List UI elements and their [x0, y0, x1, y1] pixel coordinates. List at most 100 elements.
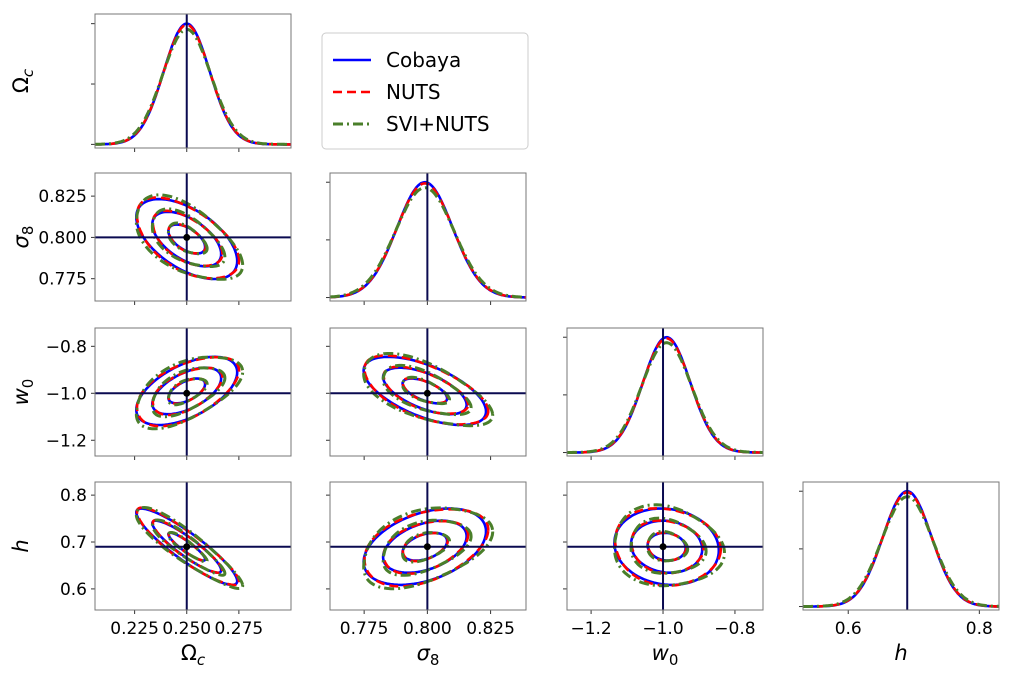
legend-label-nuts: NUTS	[386, 80, 441, 104]
panel-frame	[566, 327, 764, 457]
contour-svi+nuts-level-3	[134, 193, 245, 281]
contour-svi+nuts-level-3	[134, 355, 245, 431]
legend-frame	[321, 32, 529, 150]
x-tick-label: 0.6	[835, 619, 862, 639]
panel-1-0: 0.775 0.800 0.825 σ8	[9, 172, 292, 305]
truth-point	[423, 389, 431, 397]
axis-label-symbol: h	[9, 539, 33, 552]
axis-label-symbol: w	[9, 387, 33, 405]
x-tick-label: −1.2	[570, 619, 611, 639]
panel-plot-area	[330, 328, 526, 456]
panel-plot-area	[95, 173, 291, 301]
y-tick-label: 0.800	[38, 228, 87, 248]
panel-frame	[94, 172, 292, 302]
contour-svi+nuts-level-2	[381, 518, 473, 577]
contour-svi+nuts-level-2	[381, 363, 473, 417]
x-tick-label: 0.775	[340, 619, 389, 639]
marginal-curve-cobaya	[567, 335, 763, 454]
axis-label-symbol: w	[652, 641, 670, 665]
contour-nuts-level-2	[382, 519, 470, 576]
y-tick-label: 0.8	[60, 486, 87, 506]
x-tick-label: 0.8	[966, 619, 993, 639]
axis-label-symbol: Ω	[9, 77, 33, 93]
x-tick-label: −1.0	[642, 619, 683, 639]
panel-frame	[329, 327, 527, 457]
contour-svi+nuts-level-1	[166, 531, 209, 564]
contour-svi+nuts-level-3	[612, 503, 727, 588]
panel-3-2: −1.2 −1.0 −0.8 w0	[563, 481, 764, 669]
contour-cobaya-level-3	[362, 355, 488, 427]
x-tick-label: 0.825	[466, 619, 515, 639]
contour-svi+nuts-level-2	[150, 207, 227, 268]
contour-nuts-level-1	[401, 531, 450, 563]
panel-plot-area	[95, 328, 291, 456]
axis-label-subscript: 8	[430, 651, 440, 669]
y-tick-label: 0.825	[38, 187, 87, 207]
x-axis-label-3: h	[894, 641, 907, 665]
contour-nuts-level-3	[363, 354, 490, 426]
marginal-curve-svi+nuts	[803, 495, 999, 608]
axis-label-subscript: 0	[19, 379, 37, 389]
marginal-curve-nuts	[95, 23, 291, 146]
axis-label-symbol: σ	[9, 234, 33, 248]
truth-point	[659, 543, 667, 551]
marginal-curve-svi+nuts	[330, 186, 526, 299]
marginal-curve-cobaya	[95, 22, 291, 146]
x-tick-label: 0.275	[215, 619, 264, 639]
panel-plot-area	[330, 173, 526, 301]
panel-plot-area	[95, 14, 291, 148]
contour-svi+nuts-level-3	[134, 505, 245, 591]
x-tick-label: 0.800	[403, 619, 452, 639]
axis-label-subscript: c	[19, 68, 37, 77]
axis-label-subscript: 8	[19, 226, 37, 236]
contour-svi+nuts-level-2	[150, 518, 227, 577]
x-tick-label: 0.225	[110, 619, 159, 639]
y-axis-label-3: h	[9, 539, 33, 552]
truth-point	[183, 233, 191, 241]
panel-plot-area	[95, 482, 291, 610]
contour-svi+nuts-level-1	[166, 377, 209, 407]
x-tick-label: −0.8	[714, 619, 755, 639]
axis-label-subscript: 0	[669, 651, 679, 669]
panel-frame	[566, 481, 764, 611]
contour-nuts-level-1	[167, 222, 208, 255]
legend: Cobaya NUTS SVI+NUTS	[321, 32, 529, 150]
panel-frame	[94, 327, 292, 457]
contour-svi+nuts-level-2	[150, 366, 227, 419]
marginal-curve-svi+nuts	[95, 27, 291, 146]
panel-plot-area	[330, 482, 526, 610]
truth-point	[183, 389, 191, 397]
contour-nuts-level-2	[151, 209, 224, 268]
contour-nuts-level-1	[401, 376, 450, 405]
panel-3-1: 0.775 0.800 0.825 σ8	[326, 481, 527, 669]
panel-0-0: Ωc	[9, 13, 292, 152]
contour-nuts-level-2	[151, 366, 224, 417]
contour-svi+nuts-level-1	[166, 221, 209, 256]
contour-svi+nuts-level-2	[629, 516, 708, 575]
panel-plot-area	[567, 482, 763, 610]
axis-label-symbol: Ω	[181, 641, 197, 665]
marginal-curve-svi+nuts	[567, 341, 763, 454]
marginal-curve-nuts	[567, 337, 763, 454]
marginal-curve-cobaya	[803, 489, 999, 608]
panel-1-1	[326, 172, 527, 305]
panel-frame	[94, 481, 292, 611]
panel-2-1	[326, 327, 527, 460]
truth-point	[423, 543, 431, 551]
y-axis-label-2: w0	[9, 379, 37, 406]
axis-label-symbol: h	[894, 641, 907, 665]
panel-frame	[329, 481, 527, 611]
panel-frame	[802, 481, 1000, 611]
panel-plot-area	[567, 328, 763, 456]
axis-label-symbol: σ	[417, 641, 431, 665]
y-tick-label: 0.6	[60, 580, 87, 600]
y-tick-label: −1.2	[46, 431, 87, 451]
x-axis-label-2: w0	[652, 641, 679, 669]
contour-svi+nuts-level-3	[362, 506, 495, 591]
panel-2-0: −1.2 −1.0 −0.8 w0	[9, 327, 292, 460]
panel-frame	[329, 172, 527, 302]
legend-label-cobaya: Cobaya	[386, 48, 461, 72]
y-tick-label: 0.775	[38, 270, 87, 290]
